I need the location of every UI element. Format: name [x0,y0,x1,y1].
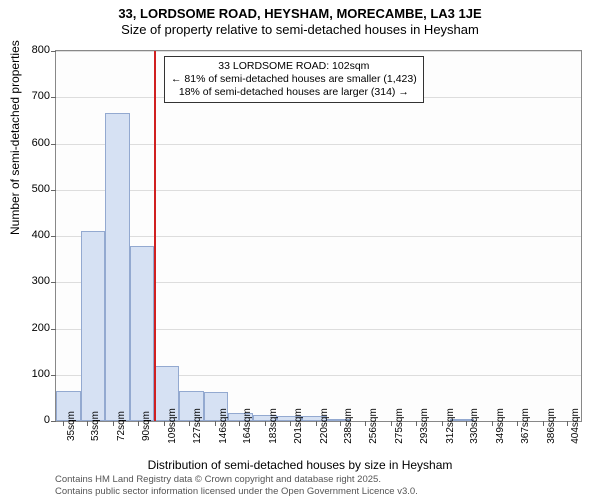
xtick-label: 127sqm [192,408,203,444]
footer-line2: Contains public sector information licen… [55,486,418,497]
plot-area: 35sqm53sqm72sqm90sqm109sqm127sqm146sqm16… [55,50,582,422]
xtick-mark [340,421,341,426]
xtick-mark [87,421,88,426]
xtick-label: 312sqm [445,408,456,444]
ytick-mark [51,375,56,376]
xtick-label: 367sqm [520,408,531,444]
ytick-mark [51,144,56,145]
xtick-mark [365,421,366,426]
xtick-label: 183sqm [268,408,279,444]
xtick-mark [265,421,266,426]
xtick-label: 330sqm [469,408,480,444]
xtick-label: 35sqm [66,411,77,441]
ytick-label: 0 [10,414,50,426]
ytick-mark [51,282,56,283]
xtick-mark [416,421,417,426]
ytick-mark [51,236,56,237]
xtick-label: 201sqm [293,408,304,444]
ytick-label: 200 [10,322,50,334]
histogram-bar [130,246,155,421]
ytick-mark [51,97,56,98]
xtick-label: 404sqm [570,408,581,444]
gridline [56,236,581,237]
ytick-mark [51,51,56,52]
ytick-label: 400 [10,229,50,241]
xtick-mark [63,421,64,426]
xtick-label: 72sqm [116,411,127,441]
xtick-mark [215,421,216,426]
ytick-label: 800 [10,44,50,56]
ytick-label: 600 [10,137,50,149]
ytick-label: 500 [10,183,50,195]
xtick-label: 220sqm [319,408,330,444]
xtick-label: 386sqm [546,408,557,444]
xtick-mark [442,421,443,426]
attribution-footer: Contains HM Land Registry data © Crown c… [55,474,418,497]
histogram-bar [105,113,130,421]
ytick-mark [51,190,56,191]
footer-line1: Contains HM Land Registry data © Crown c… [55,474,418,485]
gridline [56,190,581,191]
xtick-mark [239,421,240,426]
xtick-label: 349sqm [495,408,506,444]
ytick-mark [51,329,56,330]
annotation-line3: 18% of semi-detached houses are larger (… [171,86,417,99]
ytick-label: 100 [10,368,50,380]
x-axis-label: Distribution of semi-detached houses by … [0,458,600,472]
xtick-mark [517,421,518,426]
xtick-mark [492,421,493,426]
title-subtitle: Size of property relative to semi-detach… [0,21,600,37]
xtick-mark [543,421,544,426]
xtick-label: 109sqm [167,408,178,444]
ytick-mark [51,421,56,422]
ytick-label: 700 [10,90,50,102]
ytick-label: 300 [10,275,50,287]
xtick-mark [189,421,190,426]
xtick-mark [138,421,139,426]
xtick-mark [164,421,165,426]
gridline [56,144,581,145]
annotation-box: 33 LORDSOME ROAD: 102sqm← 81% of semi-de… [164,56,424,103]
title-address: 33, LORDSOME ROAD, HEYSHAM, MORECAMBE, L… [0,0,600,21]
reference-line [154,51,156,421]
xtick-label: 53sqm [90,411,101,441]
annotation-line2: ← 81% of semi-detached houses are smalle… [171,73,417,86]
xtick-label: 146sqm [218,408,229,444]
xtick-mark [466,421,467,426]
histogram-bar [81,231,106,421]
xtick-mark [290,421,291,426]
xtick-label: 164sqm [242,408,253,444]
gridline [56,51,581,52]
xtick-label: 238sqm [343,408,354,444]
xtick-mark [567,421,568,426]
xtick-mark [113,421,114,426]
xtick-label: 256sqm [368,408,379,444]
xtick-label: 293sqm [419,408,430,444]
chart-container: 33, LORDSOME ROAD, HEYSHAM, MORECAMBE, L… [0,0,600,500]
xtick-mark [316,421,317,426]
xtick-label: 275sqm [394,408,405,444]
xtick-label: 90sqm [141,411,152,441]
annotation-line1: 33 LORDSOME ROAD: 102sqm [171,60,417,73]
xtick-mark [391,421,392,426]
